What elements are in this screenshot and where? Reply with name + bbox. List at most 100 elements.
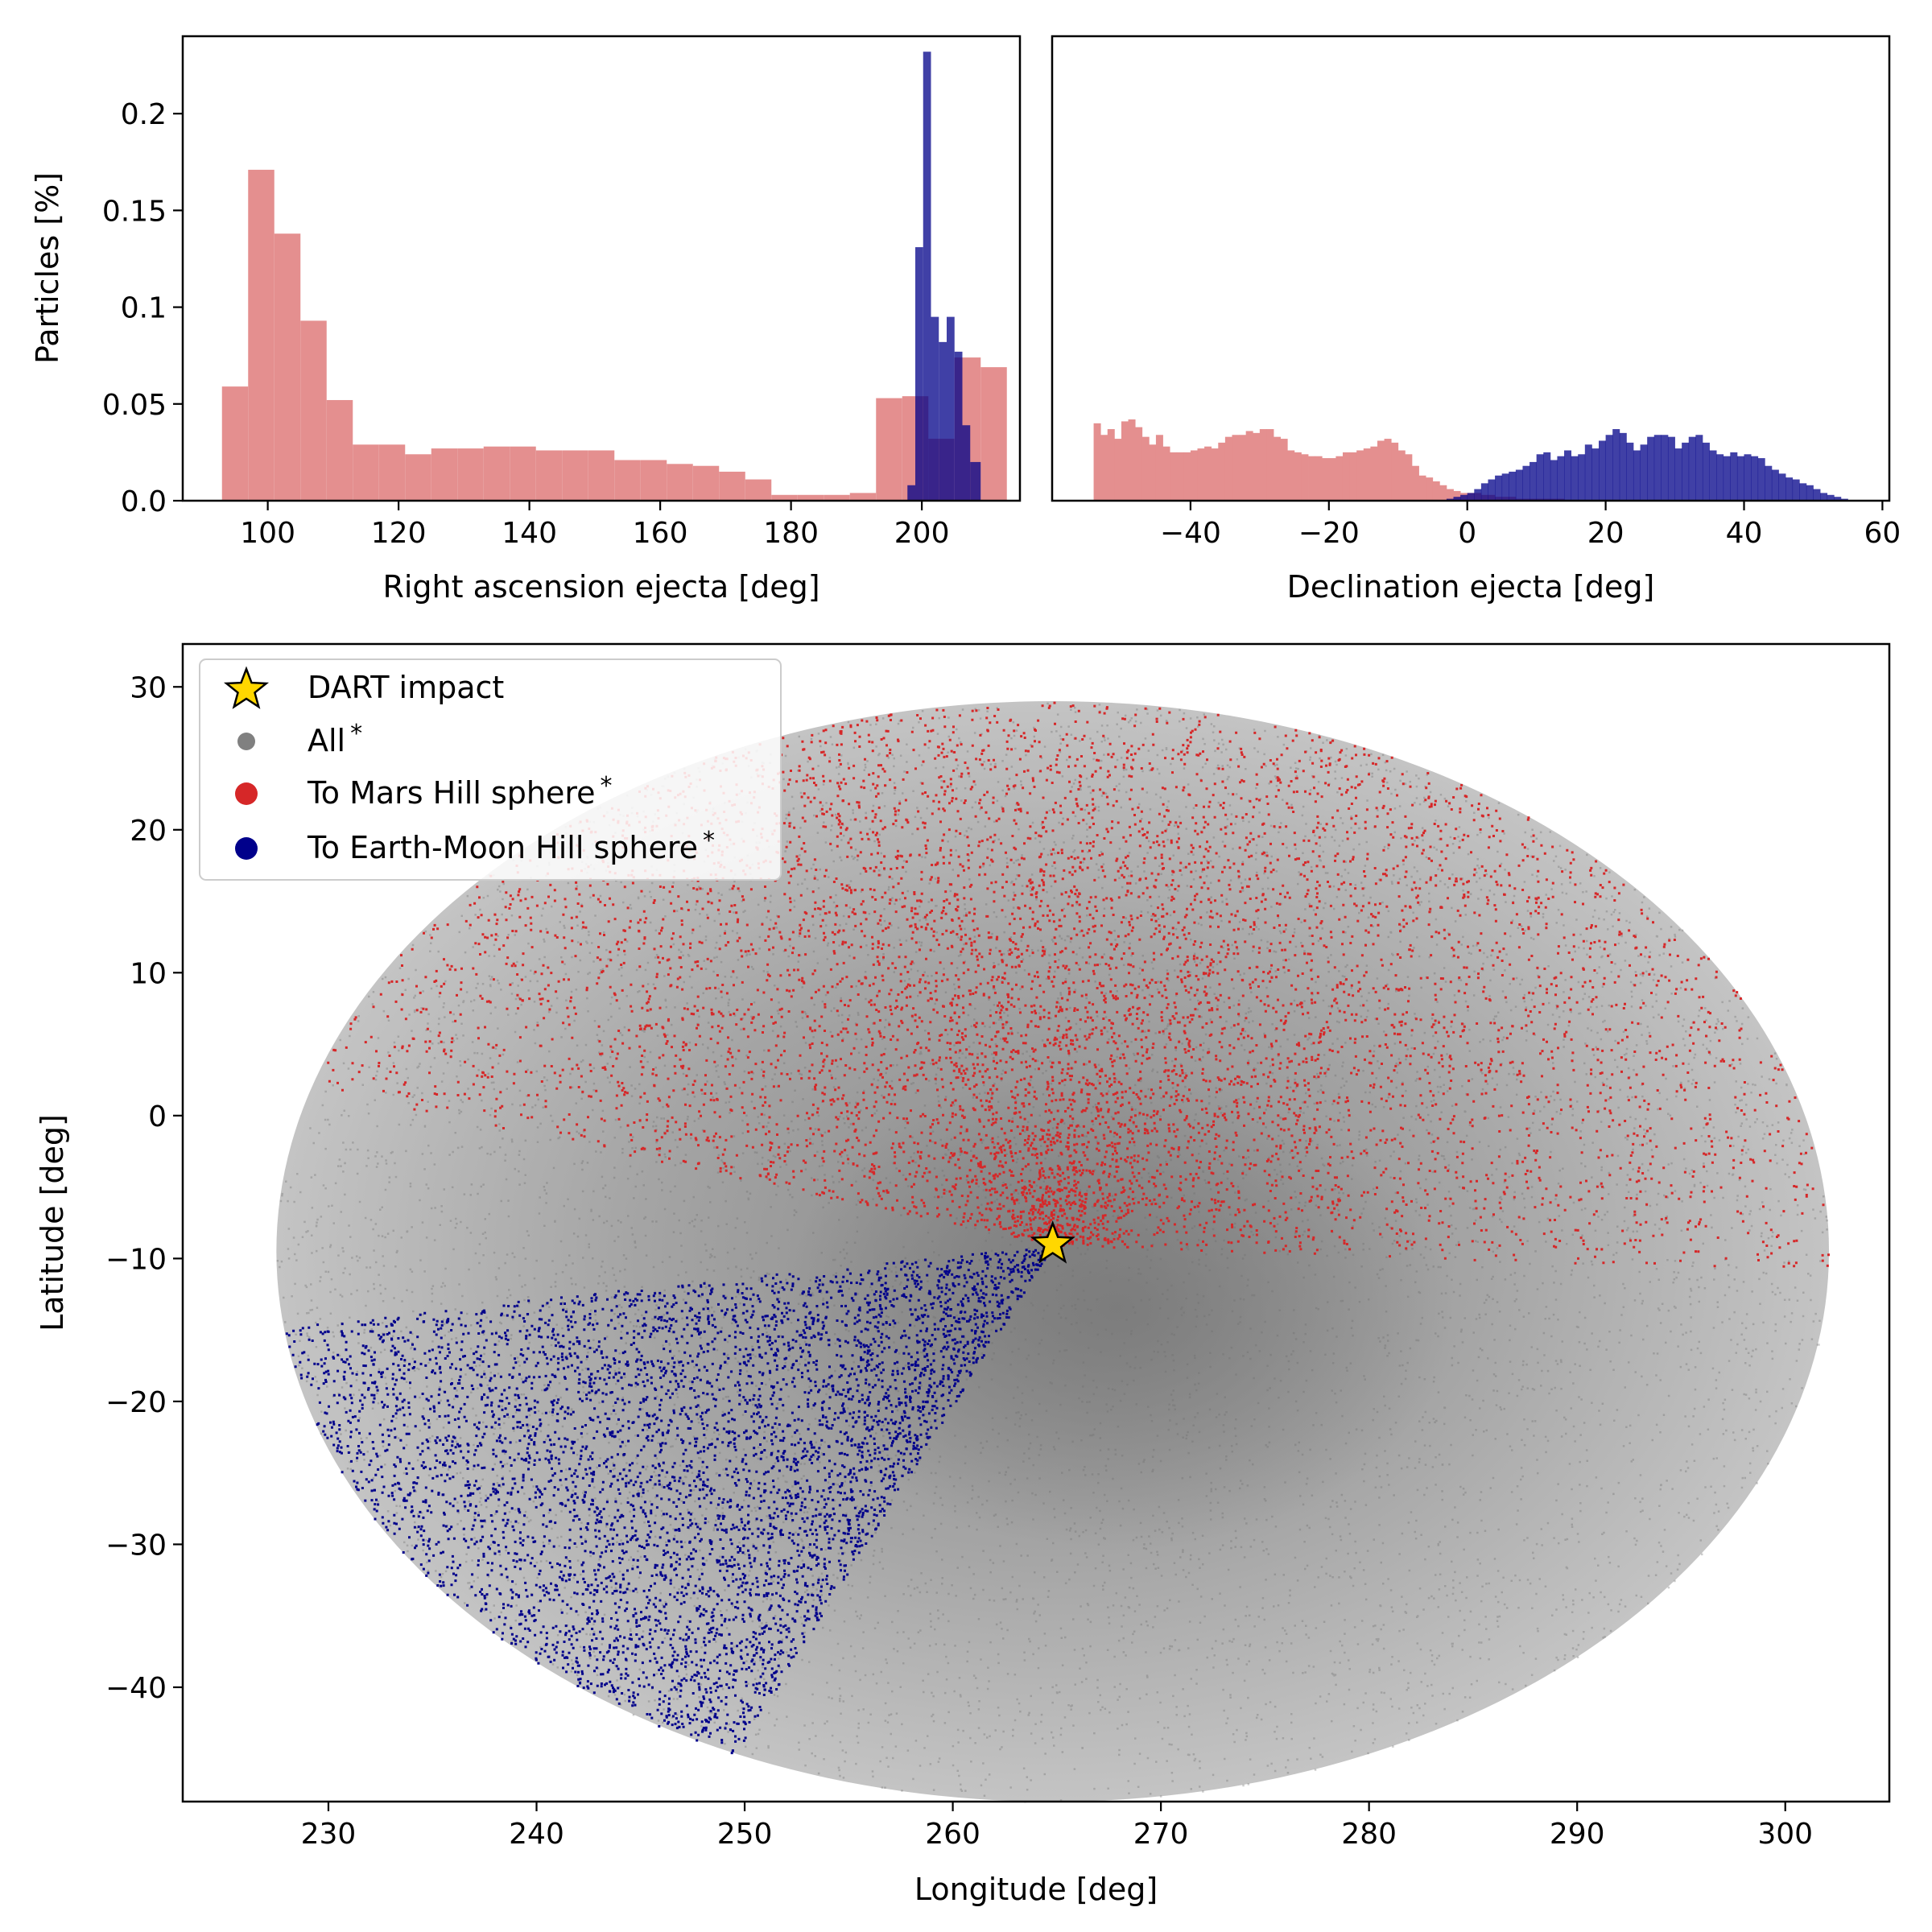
dec-bar-earth	[1771, 469, 1779, 501]
legend-note-all: *	[350, 720, 362, 748]
dec-bar-mars	[1259, 429, 1267, 501]
legend-note-mars: *	[601, 772, 613, 800]
dec-bar-mars	[1439, 485, 1447, 501]
dec-bar-mars	[1162, 446, 1170, 501]
x-tick-label: 200	[894, 517, 950, 550]
y-tick-label: 30	[130, 671, 167, 704]
dec-bar-earth	[1557, 456, 1565, 501]
ra-bar-earth	[954, 351, 963, 501]
x-tick-label: 290	[1550, 1818, 1605, 1851]
dec-bar-earth	[1751, 456, 1759, 501]
dec-bar-earth	[1619, 432, 1627, 501]
ra-bar-mars	[535, 450, 563, 501]
ra-bar-mars	[771, 494, 798, 501]
dec-bar-mars	[1204, 446, 1212, 501]
dec-bar-mars	[1274, 436, 1282, 501]
dec-bar-mars	[1432, 481, 1440, 501]
ra-bar-mars	[692, 465, 720, 501]
dec-bar-mars	[1384, 439, 1392, 501]
legend-label-earth: To Earth-Moon Hill sphere	[307, 830, 698, 865]
dec-bar-mars	[1315, 456, 1323, 501]
dec-bar-mars	[1211, 448, 1219, 501]
legend-star-icon	[223, 666, 270, 709]
dec-bar-mars	[1224, 436, 1232, 501]
dec-bar-earth	[1653, 435, 1662, 501]
ra-x-axis-label: Right ascension ejecta [deg]	[382, 569, 819, 605]
dec-bar-mars	[1342, 452, 1350, 501]
ra-bar-earth	[907, 485, 915, 501]
dec-bar-earth	[1806, 485, 1814, 501]
ra-bar-mars	[745, 479, 772, 501]
dec-bar-mars	[1100, 435, 1108, 501]
dec-bar-mars	[1453, 490, 1461, 501]
sky-map-frame	[181, 642, 1891, 1803]
dec-bar-mars	[1377, 440, 1385, 501]
dec-bar-earth	[1453, 497, 1461, 501]
dec-bar-mars	[1197, 448, 1205, 501]
dec-bar-mars	[1218, 442, 1226, 501]
dec-bar-earth	[1682, 442, 1690, 501]
ra-bar-mars	[510, 446, 536, 501]
ra-bar-mars	[353, 444, 379, 501]
ra-bar-mars	[248, 169, 275, 501]
dec-bar-mars	[1280, 439, 1288, 501]
dec-bar-earth	[1667, 436, 1675, 501]
dec-bar-earth	[1480, 483, 1488, 501]
dec-bar-earth	[1564, 450, 1572, 501]
legend: DART impact All * To Mars Hill sphere * To…	[199, 658, 782, 881]
dec-bar-mars	[1391, 442, 1399, 501]
y-tick-label: 0.15	[102, 195, 167, 228]
y-tick-label: −20	[105, 1386, 167, 1419]
dec-bar-earth	[1661, 435, 1669, 501]
ra-bar-mars	[876, 398, 902, 501]
ra-histogram-panel: 100 120 140 160 180 200 0.0 0.05 0.1 0.15 0.2 Rig…	[30, 35, 1022, 605]
dec-bar-earth	[1530, 461, 1538, 501]
dec-bar-mars	[1363, 448, 1371, 501]
ra-bar-mars	[326, 399, 353, 501]
dec-bar-earth	[1501, 473, 1509, 501]
dec-bar-earth	[1785, 477, 1794, 501]
dec-bar-mars	[1301, 454, 1309, 501]
dec-bar-earth	[1765, 465, 1773, 501]
x-tick-label: 260	[925, 1818, 980, 1851]
ra-bar-mars	[483, 446, 510, 501]
dec-bar-earth	[1522, 465, 1530, 501]
dec-bar-earth	[1702, 442, 1710, 501]
ra-bar-earth	[915, 247, 923, 501]
legend-label-all: All	[308, 723, 345, 758]
dec-bar-mars	[1308, 456, 1316, 501]
dec-bar-mars	[1446, 489, 1454, 501]
y-tick-label: 10	[130, 957, 167, 990]
ra-bar-mars	[431, 448, 458, 501]
ra-bar-mars	[405, 454, 431, 501]
dec-bar-earth	[1757, 458, 1765, 501]
dec-bar-mars	[1155, 435, 1163, 501]
legend-label-impact: DART impact	[308, 670, 504, 705]
dec-bar-earth	[1744, 454, 1752, 501]
ra-bar-mars	[221, 386, 249, 501]
dec-bar-earth	[1612, 429, 1620, 501]
ra-bar-mars	[824, 494, 850, 501]
y-tick-label: −30	[105, 1529, 167, 1562]
dec-bar-earth	[1536, 454, 1544, 501]
ra-bar-earth	[939, 341, 947, 501]
dec-bar-mars	[1107, 429, 1115, 501]
lon-axis-label: Longitude [deg]	[914, 1872, 1158, 1907]
dec-histogram-bars	[1093, 419, 1848, 501]
y-tick-label: 0.0	[121, 485, 167, 518]
ra-bar-earth	[931, 316, 939, 501]
ra-bar-mars	[667, 464, 693, 501]
dec-bar-mars	[1239, 435, 1247, 501]
ra-bar-mars	[849, 493, 877, 501]
dec-bar-earth	[1488, 479, 1496, 501]
dec-bar-earth	[1633, 450, 1641, 501]
x-tick-label: 180	[763, 517, 819, 550]
dec-bar-mars	[1121, 421, 1129, 501]
dec-bar-mars	[1349, 452, 1357, 501]
dec-bar-earth	[1467, 493, 1475, 501]
legend-label-mars: To Mars Hill sphere	[307, 775, 596, 811]
ra-histogram-bars	[221, 52, 1007, 501]
dec-bar-earth	[1792, 479, 1800, 501]
dec-bar-mars	[1294, 452, 1302, 501]
